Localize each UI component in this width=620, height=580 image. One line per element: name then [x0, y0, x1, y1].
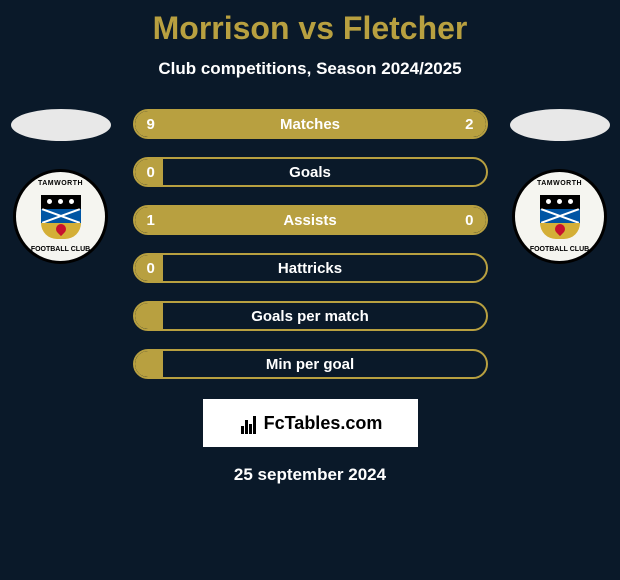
stat-row-goals: 0 Goals: [133, 157, 488, 187]
right-player-column: TAMWORTH FOOTBALL CLUB: [507, 109, 612, 264]
bar-fill-left: [135, 351, 163, 377]
stats-bars: 9 Matches 2 0 Goals 1 Assists 0: [133, 109, 488, 379]
stat-row-min-per-goal: Min per goal: [133, 349, 488, 379]
bar-fill-left: [135, 207, 409, 233]
brand-footer: FcTables.com: [203, 399, 418, 447]
left-player-column: TAMWORTH FOOTBALL CLUB: [8, 109, 113, 264]
stat-row-matches: 9 Matches 2: [133, 109, 488, 139]
player-placeholder-left: [11, 109, 111, 141]
date-text: 25 september 2024: [234, 465, 386, 485]
stat-label: Assists: [283, 212, 336, 229]
content-area: TAMWORTH FOOTBALL CLUB 9 Matches 2: [0, 109, 620, 379]
player-placeholder-right: [510, 109, 610, 141]
brand-name: FcTables.com: [264, 413, 383, 434]
stat-label: Goals per match: [251, 308, 369, 325]
badge-top-text: TAMWORTH: [537, 180, 582, 187]
stat-row-hattricks: 0 Hattricks: [133, 253, 488, 283]
crest-icon: [41, 195, 81, 239]
stat-value-left: 9: [147, 116, 155, 133]
crest-icon: [540, 195, 580, 239]
stat-value-left: 1: [147, 212, 155, 229]
stat-label: Goals: [289, 164, 331, 181]
stat-value-right: 2: [465, 116, 473, 133]
stat-row-assists: 1 Assists 0: [133, 205, 488, 235]
stat-label: Min per goal: [266, 356, 354, 373]
bar-fill-right: [408, 111, 485, 137]
page-title: Morrison vs Fletcher: [153, 10, 468, 47]
stat-value-right: 0: [465, 212, 473, 229]
club-badge-right: TAMWORTH FOOTBALL CLUB: [512, 169, 607, 264]
badge-bottom-text: FOOTBALL CLUB: [530, 246, 589, 253]
stat-row-goals-per-match: Goals per match: [133, 301, 488, 331]
chart-icon: [238, 412, 260, 434]
badge-bottom-text: FOOTBALL CLUB: [31, 246, 90, 253]
stat-label: Hattricks: [278, 260, 342, 277]
stat-label: Matches: [280, 116, 340, 133]
badge-top-text: TAMWORTH: [38, 180, 83, 187]
stat-value-left: 0: [147, 260, 155, 277]
infographic-container: Morrison vs Fletcher Club competitions, …: [0, 0, 620, 580]
bar-fill-left: [135, 111, 409, 137]
bar-fill-right: [408, 207, 485, 233]
club-badge-left: TAMWORTH FOOTBALL CLUB: [13, 169, 108, 264]
bar-fill-left: [135, 303, 163, 329]
page-subtitle: Club competitions, Season 2024/2025: [158, 59, 461, 79]
stat-value-left: 0: [147, 164, 155, 181]
